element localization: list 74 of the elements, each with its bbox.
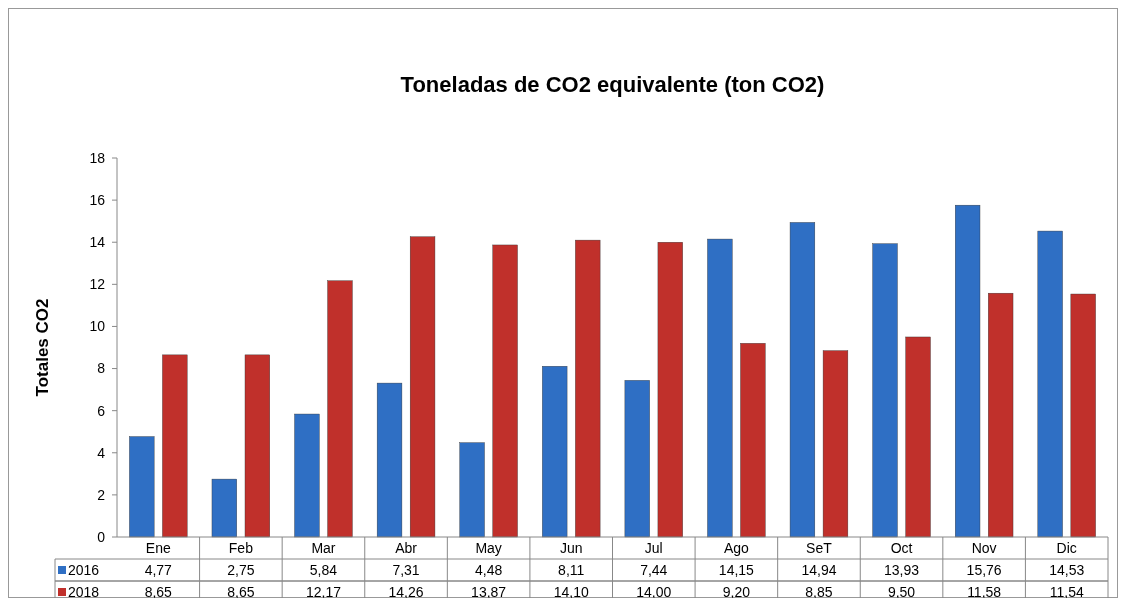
bar xyxy=(409,236,436,538)
data-label: 13,93 xyxy=(884,561,920,578)
x-tick-label: Mar xyxy=(311,539,336,556)
x-tick-label: Ago xyxy=(723,539,750,556)
legend-label: 2018 xyxy=(68,583,100,600)
data-label: 8,65 xyxy=(227,583,255,600)
bar xyxy=(211,478,237,538)
data-label: 14,26 xyxy=(388,583,424,600)
data-label: 13,87 xyxy=(471,583,507,600)
y-tick-label: 16 xyxy=(89,192,106,209)
x-tick-label: May xyxy=(475,539,502,556)
x-tick-label: SeT xyxy=(806,539,833,556)
bar xyxy=(129,436,155,538)
bar xyxy=(294,413,320,538)
data-label: 4,48 xyxy=(475,561,503,578)
data-label: 14,15 xyxy=(718,561,755,578)
chart-title: Toneladas de CO2 equivalente (ton CO2) xyxy=(400,72,825,97)
bar xyxy=(376,382,403,538)
data-label: 7,31 xyxy=(392,561,420,578)
data-label: 12,17 xyxy=(305,583,342,600)
y-tick-label: 6 xyxy=(97,402,106,419)
data-label: 15,76 xyxy=(966,561,1002,578)
y-axis-title: Totales CO2 xyxy=(33,298,52,397)
bar xyxy=(872,243,898,538)
y-tick-label: 8 xyxy=(97,360,106,377)
x-tick-label: Jul xyxy=(644,539,663,556)
y-tick-label: 18 xyxy=(89,149,106,166)
data-label: 14,00 xyxy=(636,583,672,600)
y-tick-label: 4 xyxy=(97,444,106,461)
data-label: 7,44 xyxy=(640,561,668,578)
data-label: 14,53 xyxy=(1049,561,1085,578)
bar xyxy=(327,280,353,538)
data-label: 11,54 xyxy=(1049,583,1084,600)
bar xyxy=(789,222,816,538)
data-label: 14,10 xyxy=(553,583,589,600)
data-label: 8,65 xyxy=(144,583,173,600)
bar xyxy=(542,366,568,538)
x-tick-label: Feb xyxy=(228,539,254,556)
x-tick-label: Dic xyxy=(1056,539,1077,556)
x-tick-label: Oct xyxy=(890,539,913,556)
legend-label: 2016 xyxy=(68,561,100,578)
data-label: 8,11 xyxy=(558,561,585,578)
bar xyxy=(492,244,518,538)
y-tick-label: 0 xyxy=(97,528,106,545)
bar xyxy=(988,292,1014,538)
bar xyxy=(1070,293,1096,538)
data-label: 9,50 xyxy=(887,583,916,600)
x-tick-label: Abr xyxy=(395,539,418,556)
bar xyxy=(1037,230,1063,538)
data-label: 8,85 xyxy=(805,583,833,600)
bar xyxy=(459,442,485,538)
bar xyxy=(575,239,601,538)
bar xyxy=(905,336,931,538)
bar xyxy=(707,238,733,538)
x-tick-label: Ene xyxy=(145,539,171,556)
y-tick-label: 12 xyxy=(89,276,106,293)
data-label: 9,20 xyxy=(722,583,751,600)
bar xyxy=(162,354,188,538)
bar xyxy=(244,354,270,538)
data-label: 11,58 xyxy=(967,583,1002,600)
bar xyxy=(624,380,650,538)
x-tick-label: Jun xyxy=(559,539,583,556)
data-label: 14,94 xyxy=(801,561,837,578)
y-tick-label: 10 xyxy=(89,318,106,335)
y-tick-label: 14 xyxy=(89,234,106,251)
y-tick-label: 2 xyxy=(97,486,106,503)
bar xyxy=(955,204,981,538)
x-tick-label: Nov xyxy=(971,539,997,556)
bar xyxy=(740,343,766,538)
bar xyxy=(822,350,849,538)
data-label: 5,84 xyxy=(309,561,338,578)
bar xyxy=(657,242,683,538)
data-label: 4,77 xyxy=(144,561,173,578)
data-label: 2,75 xyxy=(227,561,255,578)
